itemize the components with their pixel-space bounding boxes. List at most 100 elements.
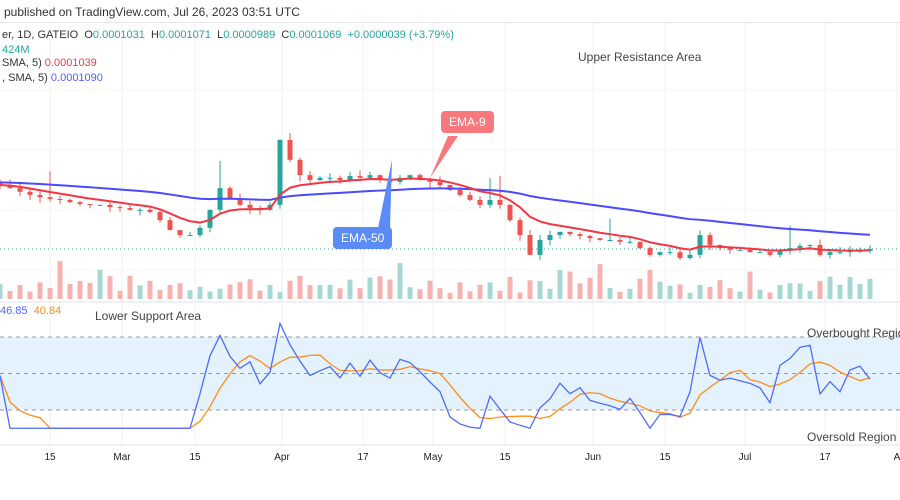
volume-bar (347, 279, 353, 299)
volume-bar (737, 291, 743, 299)
candle-body (177, 230, 183, 236)
candle-body (227, 188, 233, 199)
volume-bar (147, 280, 153, 299)
low-label: L (217, 29, 224, 41)
candle-body (367, 175, 373, 178)
candle-body (607, 239, 613, 241)
rsi-value: 46.85 (0, 305, 28, 317)
ohlc-legend: er, 1D, GATEIO O0.0001031 H0.0001071 L0.… (2, 29, 454, 41)
volume-bar (447, 292, 453, 299)
volume-bar (57, 261, 63, 299)
candle-body (827, 252, 833, 255)
candle-body (557, 231, 563, 236)
candle-body (547, 235, 553, 240)
volume-bar (757, 289, 763, 299)
volume-bar (337, 288, 343, 299)
header-divider (0, 22, 900, 23)
volume-bar (857, 284, 863, 299)
candle-body (187, 235, 193, 237)
candle-body (167, 220, 173, 231)
volume-bar (837, 284, 843, 299)
volume-bar (707, 286, 713, 299)
candle-body (517, 220, 523, 236)
candle-body (427, 180, 433, 182)
volume-bar (217, 288, 223, 299)
open-label: O (84, 29, 93, 41)
candle-body (327, 177, 333, 179)
candle-body (527, 235, 533, 255)
volume-bar (87, 282, 93, 299)
candle-body (677, 252, 683, 259)
volume-bar (157, 289, 163, 299)
volume-bar (717, 280, 723, 299)
candle-body (707, 235, 713, 245)
volume-bar (27, 291, 33, 299)
rsi-ma-value: 40.84 (33, 305, 62, 317)
volume-bar (817, 281, 823, 299)
overbought-label: Overbought Region (807, 326, 900, 340)
volume-bar (437, 288, 443, 299)
candle-body (97, 204, 103, 206)
volume-bar (97, 269, 103, 299)
volume-bar (747, 271, 753, 299)
candle-body (107, 204, 113, 208)
volume-bar (847, 277, 853, 299)
volume-bar (537, 281, 543, 299)
candle-body (137, 209, 143, 211)
volume-bar (777, 285, 783, 299)
volume-bar (657, 281, 663, 299)
candle-body (87, 203, 93, 205)
volume-bar (797, 283, 803, 299)
candle-body (127, 208, 133, 210)
volume-bar (577, 283, 583, 299)
volume-bar (67, 284, 73, 299)
x-tick-label: Jul (738, 452, 752, 463)
ema50-line (0, 181, 871, 236)
x-tick-label: 15 (44, 452, 56, 463)
volume-bar (467, 291, 473, 299)
candle-body (767, 252, 773, 255)
lower-support-label: Lower Support Area (95, 309, 202, 323)
volume-bar (697, 284, 703, 299)
volume-bar (247, 279, 253, 299)
volume-bar (197, 286, 203, 299)
volume-bar (37, 282, 43, 299)
candle-body (37, 194, 43, 198)
candle-body (147, 209, 153, 213)
volume-bar (617, 291, 623, 299)
low-value: 0.0000989 (223, 29, 276, 41)
volume-bar (507, 276, 513, 299)
rsi-legend: 46.85 40.84 (0, 305, 61, 317)
candle-body (617, 239, 623, 242)
candle-body (317, 177, 323, 181)
candle-body (487, 199, 493, 205)
candle-body (277, 139, 283, 205)
x-tick-label: 17 (819, 452, 831, 463)
x-tick-label: A (893, 452, 900, 463)
volume-bar (237, 282, 243, 299)
high-value: 0.0001071 (158, 29, 211, 41)
volume-value: 424M (2, 44, 30, 56)
ema50-legend: , SMA, 5) 0.0001090 (2, 72, 103, 84)
candle-body (567, 231, 573, 235)
candle-body (647, 248, 653, 255)
volume-bar (667, 285, 673, 299)
candle-body (17, 188, 23, 192)
candle-body (467, 194, 473, 200)
volume-bar (207, 291, 213, 299)
candle-body (197, 227, 203, 236)
volume-bar (527, 280, 533, 299)
ema50-value: 0.0001090 (50, 72, 103, 84)
candle-body (507, 204, 513, 221)
volume-bar (407, 287, 413, 299)
candle-body (417, 175, 423, 181)
candle-body (597, 238, 603, 240)
ema9-callout-pointer (430, 136, 458, 178)
x-tick-label: Jun (584, 452, 602, 463)
x-tick-label: Mar (113, 452, 131, 463)
candle-body (287, 139, 293, 160)
candle-body (27, 191, 33, 195)
candle-body (377, 175, 383, 181)
candle-body (157, 212, 163, 221)
